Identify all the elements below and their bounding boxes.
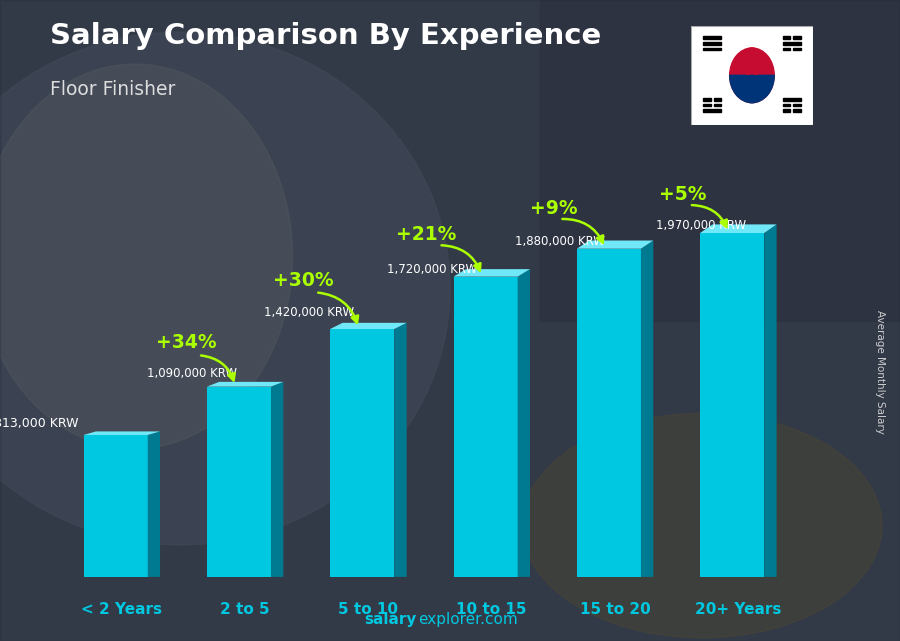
Bar — [704, 37, 721, 39]
Polygon shape — [394, 323, 407, 577]
Text: Salary Comparison By Experience: Salary Comparison By Experience — [50, 22, 601, 51]
Text: 813,000 KRW: 813,000 KRW — [0, 417, 78, 430]
Bar — [783, 110, 790, 112]
Bar — [783, 42, 801, 45]
Bar — [704, 104, 711, 106]
Text: < 2 Years: < 2 Years — [81, 603, 162, 617]
Bar — [783, 104, 790, 106]
Text: explorer.com: explorer.com — [418, 612, 518, 627]
Polygon shape — [518, 269, 530, 577]
Polygon shape — [454, 269, 530, 277]
Bar — [704, 98, 711, 101]
Text: +21%: +21% — [396, 225, 456, 244]
Polygon shape — [271, 382, 284, 577]
Polygon shape — [700, 224, 777, 233]
Polygon shape — [84, 435, 148, 577]
Text: 20+ Years: 20+ Years — [695, 603, 781, 617]
Polygon shape — [454, 277, 518, 577]
Text: salary: salary — [364, 612, 417, 627]
Polygon shape — [641, 240, 653, 577]
Bar — [793, 47, 801, 51]
Circle shape — [741, 48, 763, 76]
Bar — [793, 104, 801, 106]
Text: 1,720,000 KRW: 1,720,000 KRW — [388, 263, 478, 276]
Text: +5%: +5% — [659, 185, 706, 204]
Polygon shape — [330, 323, 407, 329]
Ellipse shape — [0, 32, 450, 545]
Text: +34%: +34% — [156, 333, 216, 353]
Bar — [704, 110, 721, 112]
Text: 1,420,000 KRW: 1,420,000 KRW — [265, 306, 355, 319]
Text: 1,970,000 KRW: 1,970,000 KRW — [656, 219, 746, 232]
Text: +9%: +9% — [529, 199, 577, 218]
Bar — [714, 104, 721, 106]
Text: +30%: +30% — [273, 271, 333, 290]
Bar — [793, 110, 801, 112]
Polygon shape — [330, 329, 394, 577]
Text: 1,090,000 KRW: 1,090,000 KRW — [147, 367, 237, 380]
Bar — [783, 37, 790, 39]
Text: 10 to 15: 10 to 15 — [456, 603, 527, 617]
Text: 5 to 10: 5 to 10 — [338, 603, 399, 617]
Bar — [793, 37, 801, 39]
Text: 1,880,000 KRW: 1,880,000 KRW — [515, 235, 605, 247]
Wedge shape — [730, 75, 774, 103]
Text: 2 to 5: 2 to 5 — [220, 603, 270, 617]
Bar — [540, 0, 900, 320]
Polygon shape — [700, 233, 764, 577]
Circle shape — [730, 48, 774, 103]
Polygon shape — [207, 387, 271, 577]
Polygon shape — [148, 431, 160, 577]
Ellipse shape — [522, 413, 882, 638]
Polygon shape — [577, 240, 653, 249]
Text: Floor Finisher: Floor Finisher — [50, 80, 175, 99]
Text: 15 to 20: 15 to 20 — [580, 603, 651, 617]
Ellipse shape — [0, 64, 292, 449]
Polygon shape — [207, 382, 284, 387]
Bar — [783, 47, 790, 51]
Polygon shape — [577, 249, 641, 577]
Polygon shape — [84, 431, 160, 435]
Polygon shape — [764, 224, 777, 577]
Text: Average Monthly Salary: Average Monthly Salary — [875, 310, 886, 434]
Circle shape — [741, 75, 763, 103]
Bar — [783, 98, 801, 101]
Bar — [714, 98, 721, 101]
Bar — [704, 47, 721, 51]
Bar — [704, 42, 721, 45]
